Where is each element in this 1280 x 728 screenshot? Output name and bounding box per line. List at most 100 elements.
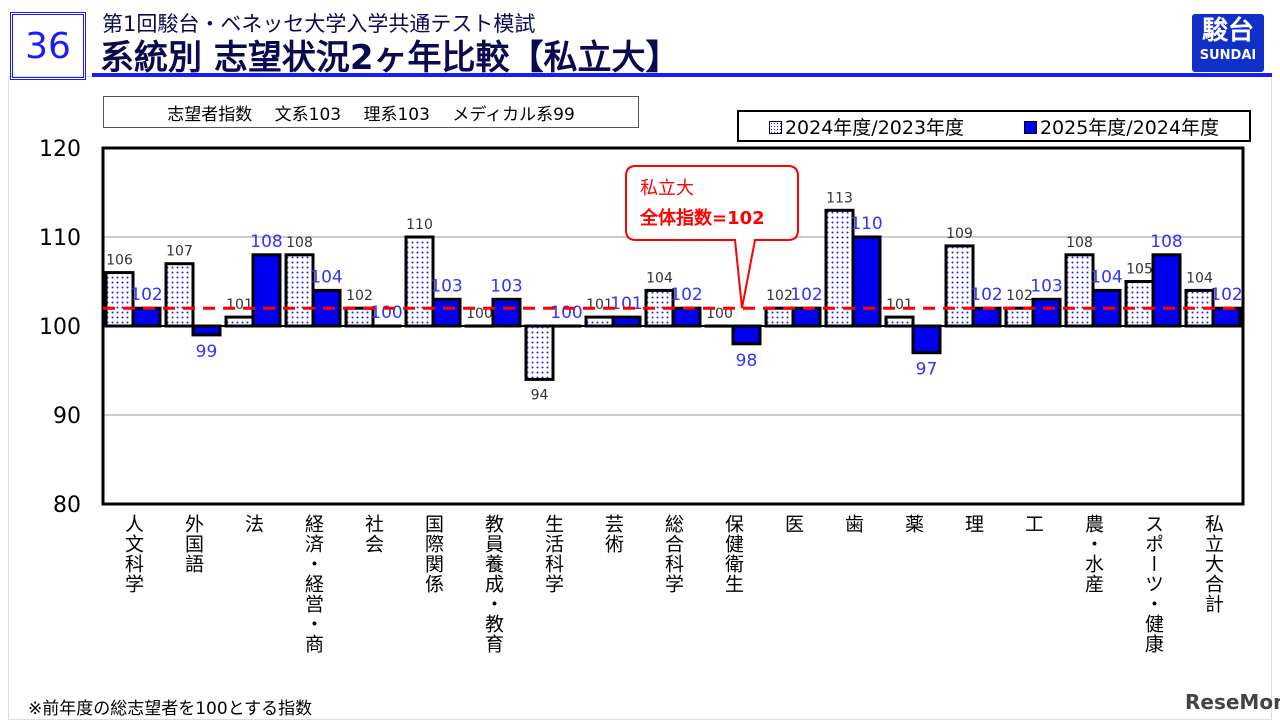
data-label: 102 xyxy=(790,285,822,305)
legend-item-1: 2024年度/2023年度 xyxy=(768,113,964,140)
x-tick-label: 理 xyxy=(962,514,984,534)
y-tick-label: 100 xyxy=(39,315,81,340)
data-label: 101 xyxy=(226,297,253,313)
bar-2 xyxy=(851,235,882,328)
bar-1 xyxy=(344,306,375,328)
data-label: 104 xyxy=(310,267,342,287)
footnote: ※前年度の総志望者を100とする指数 xyxy=(28,699,313,719)
page-title: 系統別 志望状況2ヶ年比較【私立大】 xyxy=(100,38,680,78)
data-label: 102 xyxy=(1210,285,1242,305)
data-label: 102 xyxy=(970,285,1002,305)
bar-1 xyxy=(1004,306,1035,328)
bar-2 xyxy=(491,297,522,328)
data-label: 100 xyxy=(550,303,582,323)
data-label: 103 xyxy=(490,276,522,296)
title-underline xyxy=(92,73,1272,77)
x-tick-label: 工 xyxy=(1022,514,1044,534)
data-label: 101 xyxy=(886,297,913,313)
x-tick-label: 薬 xyxy=(902,514,924,534)
bar-1 xyxy=(284,253,315,328)
data-label: 110 xyxy=(850,214,882,234)
data-label: 100 xyxy=(466,306,493,322)
bar-2 xyxy=(911,324,942,355)
data-label: 103 xyxy=(1030,276,1062,296)
data-label: 109 xyxy=(946,226,973,242)
data-label: 108 xyxy=(250,232,282,252)
y-tick-label: 120 xyxy=(39,137,81,162)
bar-2 xyxy=(131,306,162,328)
bar-1 xyxy=(764,306,795,328)
x-tick-label: 私立大合計 xyxy=(1202,514,1224,614)
x-tick-label: 社会 xyxy=(362,514,384,554)
x-tick-label: 生活科学 xyxy=(542,514,564,594)
x-tick-label: 医 xyxy=(782,514,804,534)
callout-line1: 私立大 xyxy=(640,178,694,199)
data-label: 110 xyxy=(406,217,433,233)
data-label: 105 xyxy=(1126,262,1153,278)
bar-2 xyxy=(791,306,822,328)
data-label: 101 xyxy=(610,294,642,314)
bar-1 xyxy=(224,315,255,328)
callout-box xyxy=(625,165,799,309)
y-tick-label: 80 xyxy=(53,493,81,518)
bar-2 xyxy=(1151,253,1182,328)
bar-1 xyxy=(584,315,615,328)
data-label: 102 xyxy=(130,285,162,305)
x-tick-label: 総合科学 xyxy=(662,514,684,594)
bar-1 xyxy=(1124,280,1155,328)
bar-1 xyxy=(164,262,195,328)
bar-1 xyxy=(1064,253,1095,328)
bar-2 xyxy=(971,306,1002,328)
bar-2 xyxy=(1031,297,1062,328)
data-label: 100 xyxy=(706,306,733,322)
x-tick-label: 外国語 xyxy=(182,514,204,574)
callout-line2: 全体指数=102 xyxy=(639,207,765,229)
data-label: 94 xyxy=(531,387,549,403)
legend-item-2: 2025年度/2024年度 xyxy=(1023,113,1219,140)
legend: 2024年度/2023年度 2025年度/2024年度 xyxy=(737,110,1251,142)
data-label: 108 xyxy=(1150,232,1182,252)
x-tick-label: 国際関係 xyxy=(422,514,444,594)
data-label: 97 xyxy=(916,360,938,380)
bar-1 xyxy=(524,324,555,381)
data-label: 108 xyxy=(1066,235,1093,251)
x-tick-label: 経済・経営・商 xyxy=(302,514,324,654)
bar-2 xyxy=(431,297,462,328)
bar-2 xyxy=(731,324,762,346)
data-label: 99 xyxy=(196,342,218,362)
data-label: 113 xyxy=(826,190,853,206)
x-tick-label: 教員養成・教育 xyxy=(482,514,504,654)
data-label: 100 xyxy=(370,303,402,323)
bar-2 xyxy=(251,253,282,328)
data-label: 102 xyxy=(1006,288,1033,304)
bar-1 xyxy=(884,315,915,328)
bar-1 xyxy=(944,244,975,328)
data-label: 108 xyxy=(286,235,313,251)
data-label: 102 xyxy=(670,285,702,305)
bar-2 xyxy=(191,324,222,337)
resemom-watermark: ReseMom xyxy=(1185,690,1280,714)
bar-1 xyxy=(104,271,135,328)
bar-2 xyxy=(1211,306,1242,328)
data-label: 102 xyxy=(346,288,373,304)
data-label: 106 xyxy=(106,253,133,269)
x-tick-label: 法 xyxy=(242,514,264,534)
page-number: 36 xyxy=(10,12,86,80)
bar-2 xyxy=(611,315,642,328)
x-tick-label: スポーツ・健康 xyxy=(1142,514,1164,654)
bar-2 xyxy=(671,306,702,328)
y-tick-label: 110 xyxy=(39,226,81,251)
data-label: 107 xyxy=(166,244,193,260)
subtitle: 第1回駿台・ベネッセ大学入学共通テスト模試 xyxy=(102,12,536,36)
y-tick-label: 90 xyxy=(53,404,81,429)
data-label: 103 xyxy=(430,276,462,296)
data-label: 102 xyxy=(766,288,793,304)
x-tick-label: 芸術 xyxy=(602,514,624,554)
sundai-logo: 駿台 SUNDAI xyxy=(1192,14,1264,72)
x-tick-label: 農・水産 xyxy=(1082,514,1104,594)
x-tick-label: 歯 xyxy=(842,514,864,534)
data-label: 104 xyxy=(1186,270,1213,286)
data-label: 101 xyxy=(586,297,613,313)
x-tick-label: 人文科学 xyxy=(122,514,144,594)
